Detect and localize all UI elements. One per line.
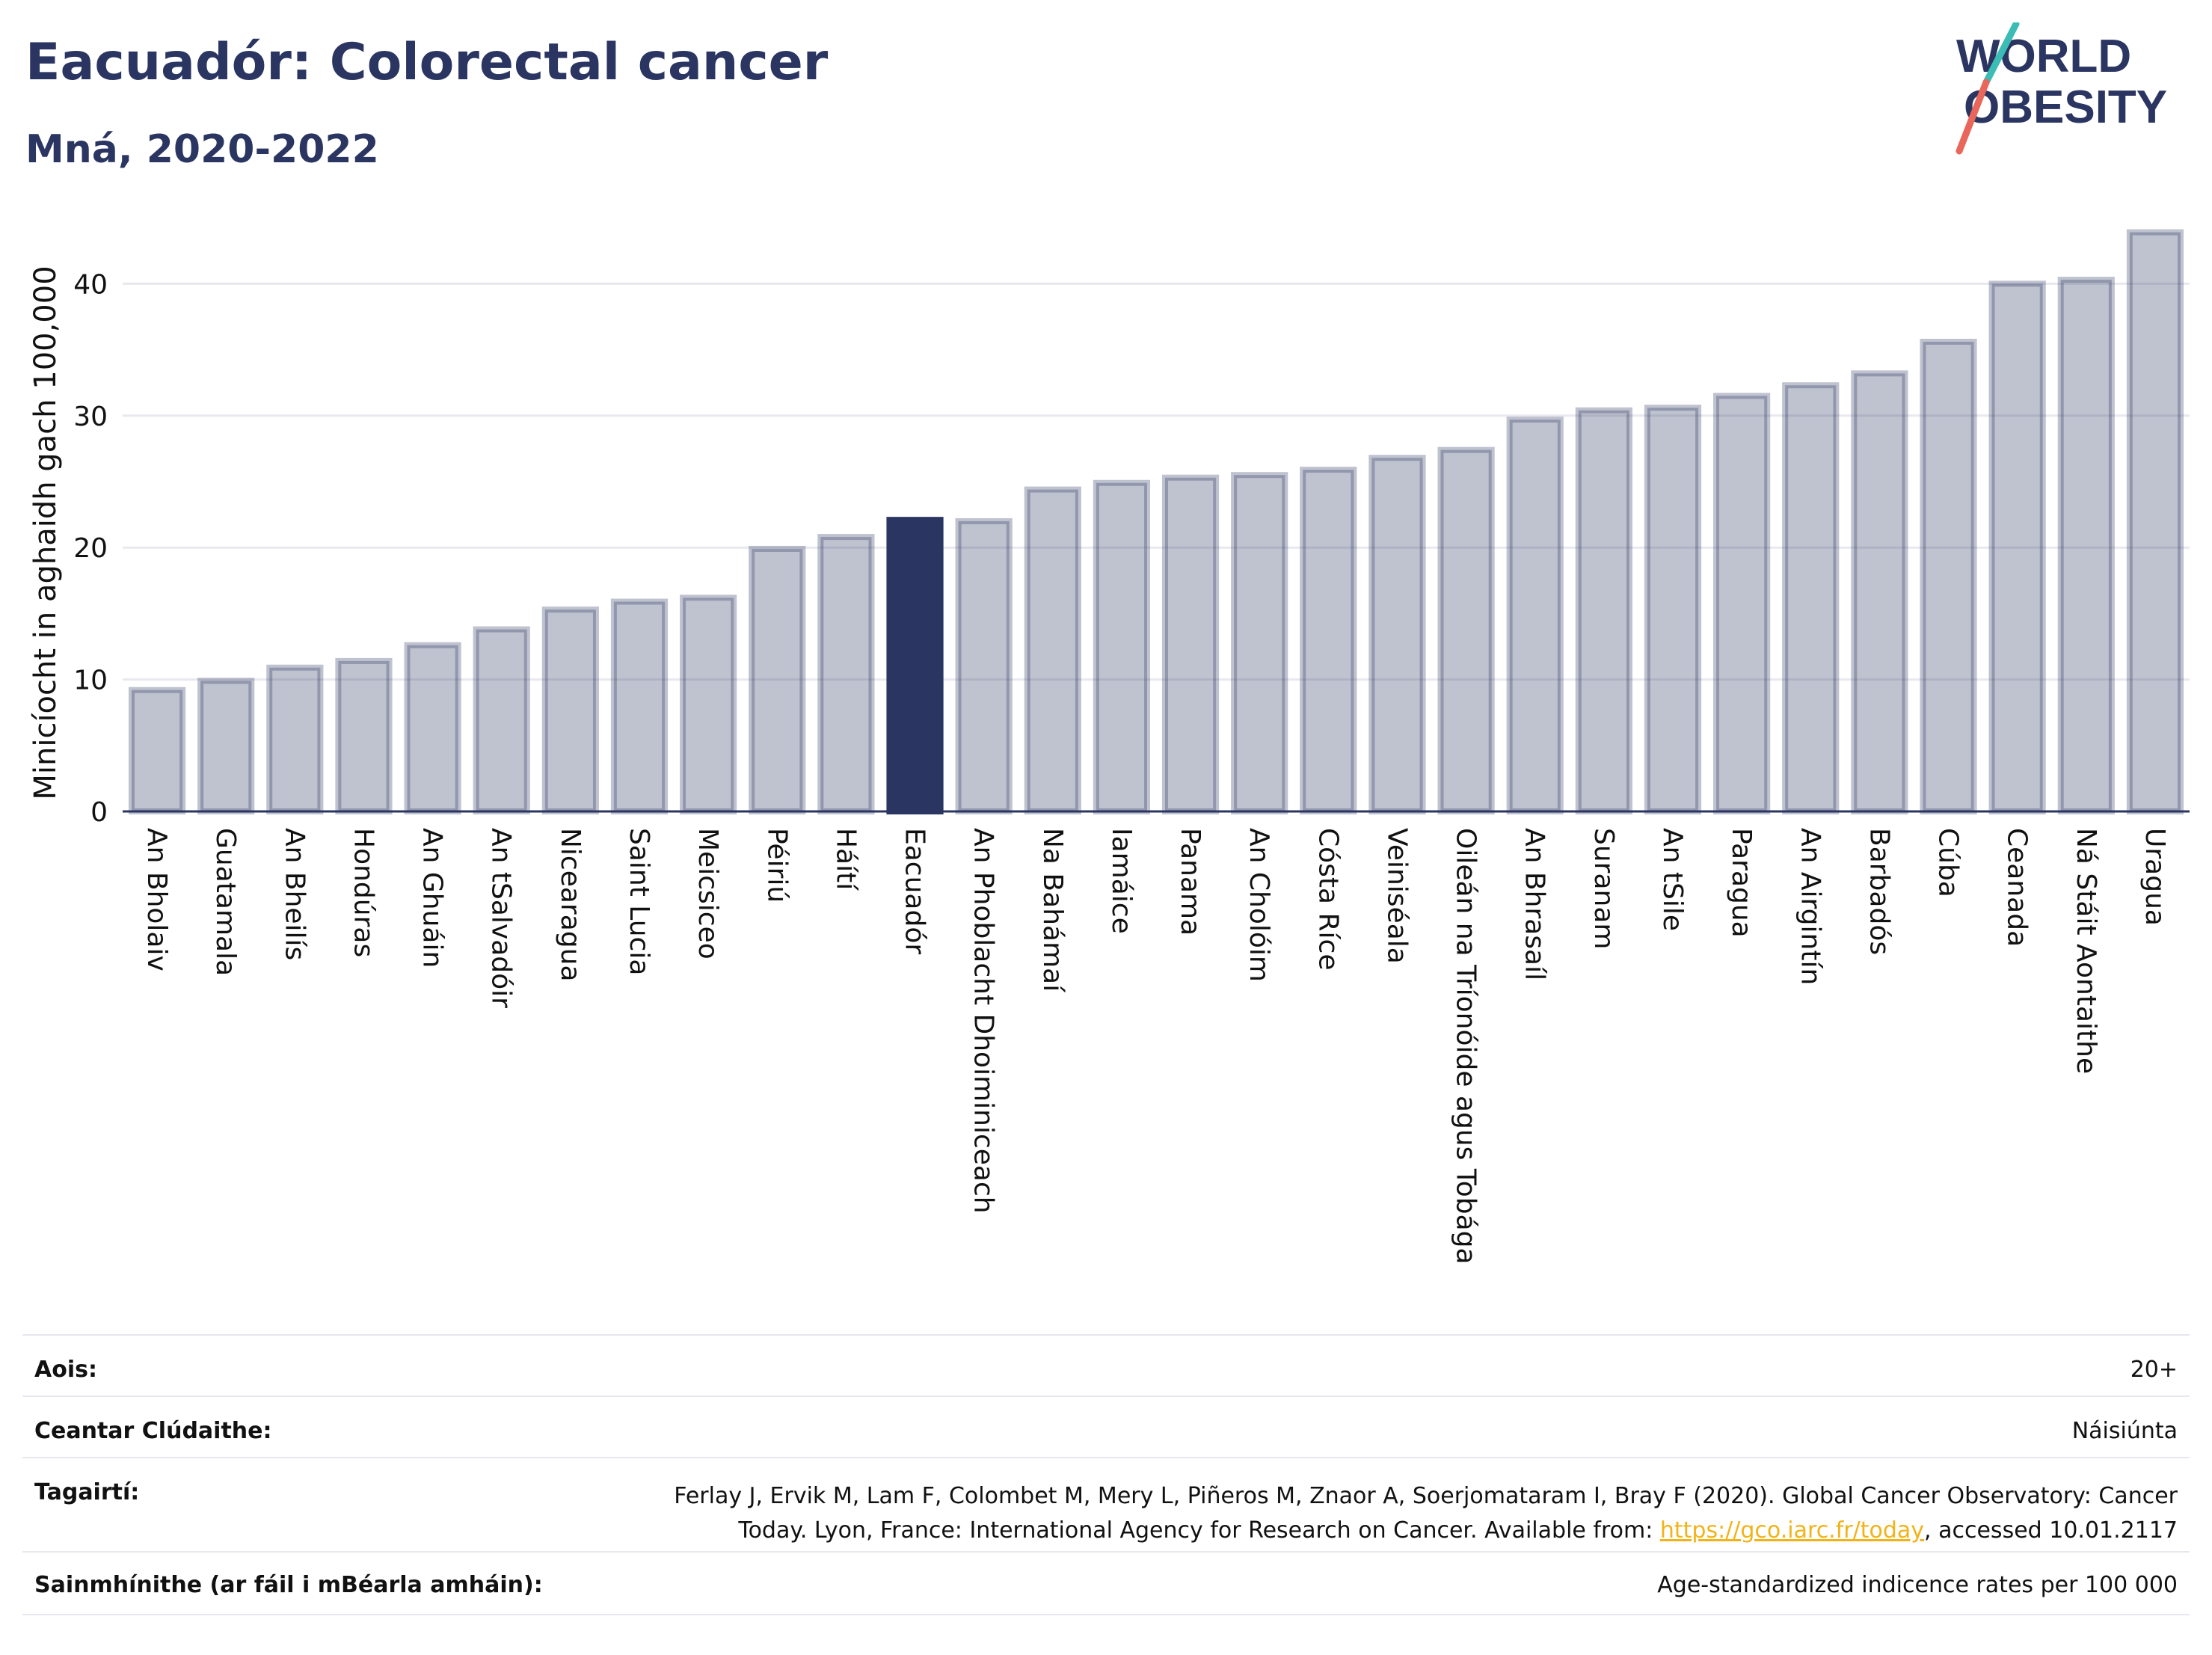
bar-18: [1368, 455, 1426, 814]
x-tick-label: Uragua: [2139, 828, 2170, 926]
bar-27: [1988, 280, 2046, 814]
age-label: Aois:: [34, 1357, 97, 1383]
bar-19: [1437, 446, 1495, 814]
bar-8: [680, 595, 737, 814]
info-row-age: Aois: 20+: [22, 1334, 2190, 1397]
x-tick-label: An Bhrasaíl: [1520, 828, 1550, 980]
logo-line1: WORLD: [1956, 31, 2131, 82]
logo-slash-coral: [1956, 79, 1990, 155]
x-tick-label: Suranam: [1588, 828, 1619, 949]
x-tick-label: Veiniséala: [1381, 828, 1412, 964]
bar-15: [1161, 474, 1220, 815]
x-tick-label: Oileán na Tríonóide agus Tobága: [1451, 828, 1481, 1265]
info-row-definitions: Sainmhínithe (ar fáil i mBéarla amháin):…: [22, 1551, 2190, 1615]
x-tick-label: An Bheilís: [279, 828, 310, 960]
references-label: Tagairtí:: [34, 1479, 140, 1505]
references-line2-post: , accessed 10.01.2117: [1924, 1517, 2178, 1544]
bar-3: [335, 657, 393, 814]
x-tick-label: Saint Lucia: [624, 828, 654, 975]
bar-5: [473, 626, 530, 814]
x-tick-label: Hondúras: [348, 828, 378, 957]
logo-slash-teal: [1982, 22, 2020, 86]
bar-1: [197, 678, 255, 814]
y-tick-label: 0: [90, 797, 108, 828]
bar-26: [1920, 339, 1977, 814]
page-subtitle: Mná, 2020-2022: [25, 127, 379, 172]
bar-20: [1506, 417, 1564, 814]
references-value: Ferlay J, Ervik M, Lam F, Colombet M, Me…: [674, 1479, 2178, 1548]
x-tick-label: An Phoblacht Dhoiminiceach: [968, 828, 999, 1214]
x-tick-label: Panama: [1175, 828, 1205, 936]
bar-21: [1575, 407, 1632, 814]
x-tick-label: Paragua: [1726, 828, 1757, 938]
x-tick-label: An Airgintín: [1795, 828, 1825, 985]
bar-4: [404, 642, 461, 815]
x-tick-label: Cósta Ríce: [1312, 828, 1343, 971]
bar-12: [955, 518, 1013, 814]
x-tick-label: Iamáice: [1106, 828, 1137, 934]
info-row-coverage: Ceantar Clúdaithe: Náisiúnta: [22, 1395, 2190, 1458]
references-line1: Ferlay J, Ervik M, Lam F, Colombet M, Me…: [674, 1483, 2178, 1509]
bar-6: [541, 607, 599, 814]
bar-13: [1024, 486, 1081, 815]
y-axis-label: Minicíocht in aghaidh gach 100,000: [28, 265, 63, 799]
bar-22: [1644, 405, 1702, 814]
x-tick-label: Cúba: [1933, 828, 1964, 897]
references-line2-pre: Today. Lyon, France: International Agenc…: [738, 1517, 1660, 1544]
grid-lines: [123, 282, 2190, 681]
logo-line2: OBESITY: [1964, 82, 2167, 133]
definitions-value: Age-standardized indicence rates per 100…: [1657, 1572, 2178, 1598]
x-tick-label: Háítí: [830, 828, 861, 891]
definitions-label: Sainmhínithe (ar fáil i mBéarla amháin):: [34, 1572, 543, 1598]
x-tick-label: Nicearagua: [555, 828, 586, 982]
y-tick-label: 10: [73, 666, 108, 696]
y-tick-label: 30: [73, 402, 108, 432]
x-tick-label: Ná Stáit Aontaithe: [2071, 828, 2101, 1074]
y-tick-labels: 0 10 20 30 40: [73, 269, 108, 828]
x-tick-label: An Bholaiv: [141, 828, 172, 971]
bar-2: [266, 664, 324, 815]
bar-7: [610, 598, 669, 814]
bar-16: [1231, 472, 1288, 814]
info-row-references: Tagairtí: Ferlay J, Ervik M, Lam F, Colo…: [22, 1457, 2190, 1553]
x-tick-label: An Ghuáin: [417, 828, 448, 968]
bar-28: [2057, 277, 2115, 814]
bar-chart: 0 10 20 30 40 An Bholaiv Guatamala An Bheilís H…: [28, 229, 2190, 1265]
bar-14: [1093, 479, 1151, 814]
bar-24: [1782, 382, 1840, 814]
x-tick-label: Ceanada: [2002, 828, 2033, 947]
bar-29: [2126, 229, 2184, 814]
x-tick-label: Na Bahámaí: [1037, 828, 1068, 992]
x-tick-label: Eacuadór: [900, 828, 930, 954]
world-obesity-logo: WORLD OBESITY: [1956, 22, 2167, 155]
bar-0: [128, 687, 186, 815]
y-tick-label: 40: [73, 269, 108, 300]
x-tick-labels: An Bholaiv Guatamala An Bheilís Hondúras An …: [141, 828, 2170, 1265]
bar-9: [749, 545, 806, 815]
x-tick-label: Guatamala: [210, 828, 241, 976]
bar-25: [1851, 370, 1908, 814]
y-tick-label: 20: [73, 533, 108, 564]
bar-23: [1713, 393, 1771, 814]
bar-17: [1300, 467, 1357, 814]
bars: [128, 229, 2184, 815]
bar-11: [886, 517, 944, 814]
x-tick-label: An tSile: [1657, 828, 1688, 931]
page-title: Eacuadór: Colorectal cancer: [25, 33, 829, 92]
age-value: 20+: [2130, 1357, 2178, 1383]
x-tick-label: An tSalvadóir: [486, 828, 517, 1008]
coverage-value: Náisiúnta: [2071, 1418, 2178, 1444]
references-link[interactable]: https://gco.iarc.fr/today: [1659, 1517, 1925, 1544]
references-line2: Today. Lyon, France: International Agenc…: [674, 1514, 2178, 1548]
bar-10: [817, 534, 875, 815]
x-tick-label: Meicsiceo: [692, 828, 723, 959]
x-tick-label: Péiriú: [761, 828, 792, 903]
x-tick-label: Barbadós: [1864, 828, 1894, 955]
coverage-label: Ceantar Clúdaithe:: [34, 1418, 272, 1444]
x-tick-label: An Cholóim: [1244, 828, 1274, 982]
